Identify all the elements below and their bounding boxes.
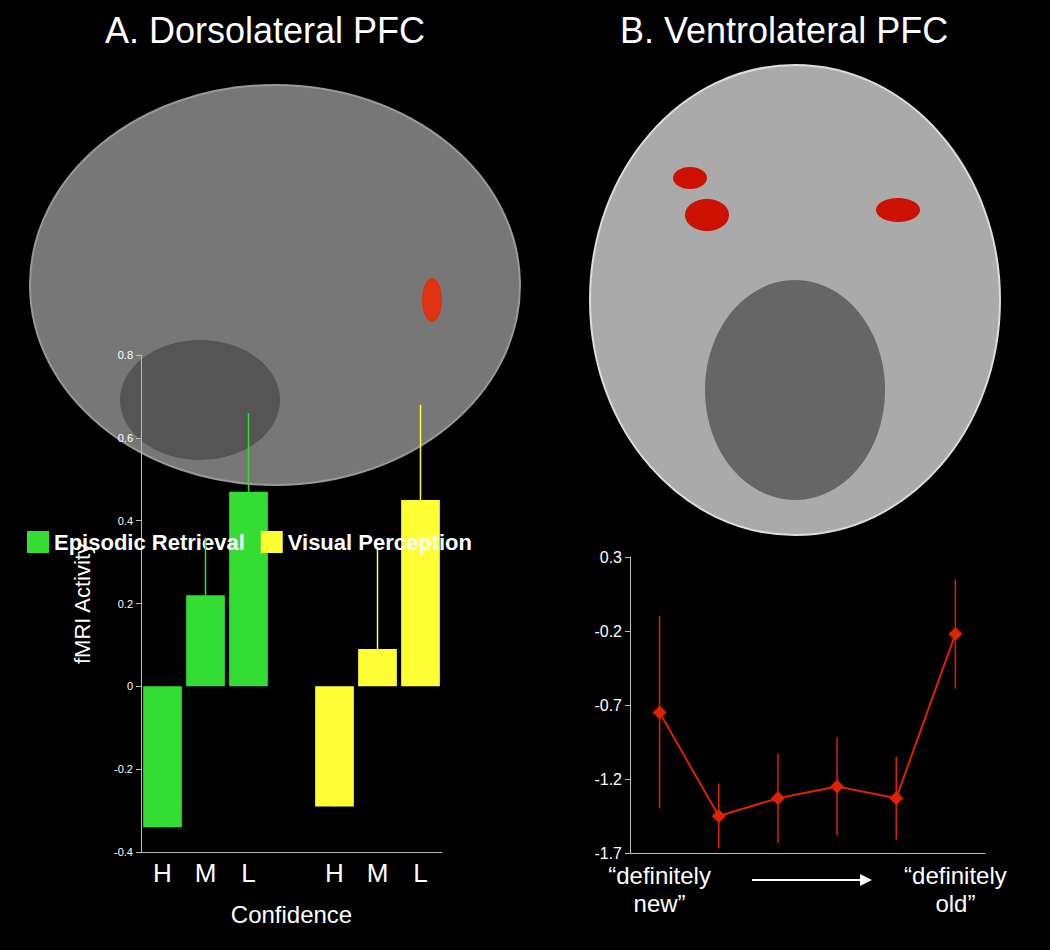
- svg-text:-1.2: -1.2: [594, 771, 622, 788]
- svg-text:0.4: 0.4: [118, 515, 133, 527]
- svg-text:0.6: 0.6: [118, 432, 133, 444]
- svg-text:0: 0: [127, 680, 133, 692]
- svg-text:H: H: [325, 858, 344, 888]
- svg-text:B. Ventrolateral PFC: B. Ventrolateral PFC: [620, 10, 948, 51]
- svg-text:M: M: [367, 858, 389, 888]
- svg-text:L: L: [413, 858, 427, 888]
- svg-text:M: M: [195, 858, 217, 888]
- svg-text:Confidence: Confidence: [231, 901, 352, 928]
- svg-text:H: H: [153, 858, 172, 888]
- svg-text:Episodic Retrieval: Episodic Retrieval: [54, 530, 245, 555]
- svg-text:L: L: [241, 858, 255, 888]
- svg-text:0.8: 0.8: [118, 349, 133, 361]
- svg-text:-0.4: -0.4: [114, 846, 133, 858]
- svg-text:-1.7: -1.7: [594, 845, 622, 862]
- svg-text:-0.2: -0.2: [114, 763, 133, 775]
- svg-text:A. Dorsolateral PFC: A. Dorsolateral PFC: [105, 10, 425, 51]
- svg-text:“definitely: “definitely: [904, 862, 1007, 889]
- svg-text:new”: new”: [634, 890, 686, 917]
- svg-text:-0.2: -0.2: [594, 623, 622, 640]
- svg-text:0.3: 0.3: [600, 549, 622, 566]
- svg-text:fMRI Activity: fMRI Activity: [70, 543, 95, 664]
- svg-text:old”: old”: [935, 890, 975, 917]
- svg-text:0.2: 0.2: [118, 598, 133, 610]
- svg-text:Visual Perception: Visual Perception: [288, 530, 472, 555]
- svg-text:-0.7: -0.7: [594, 697, 622, 714]
- svg-text:“definitely: “definitely: [608, 862, 711, 889]
